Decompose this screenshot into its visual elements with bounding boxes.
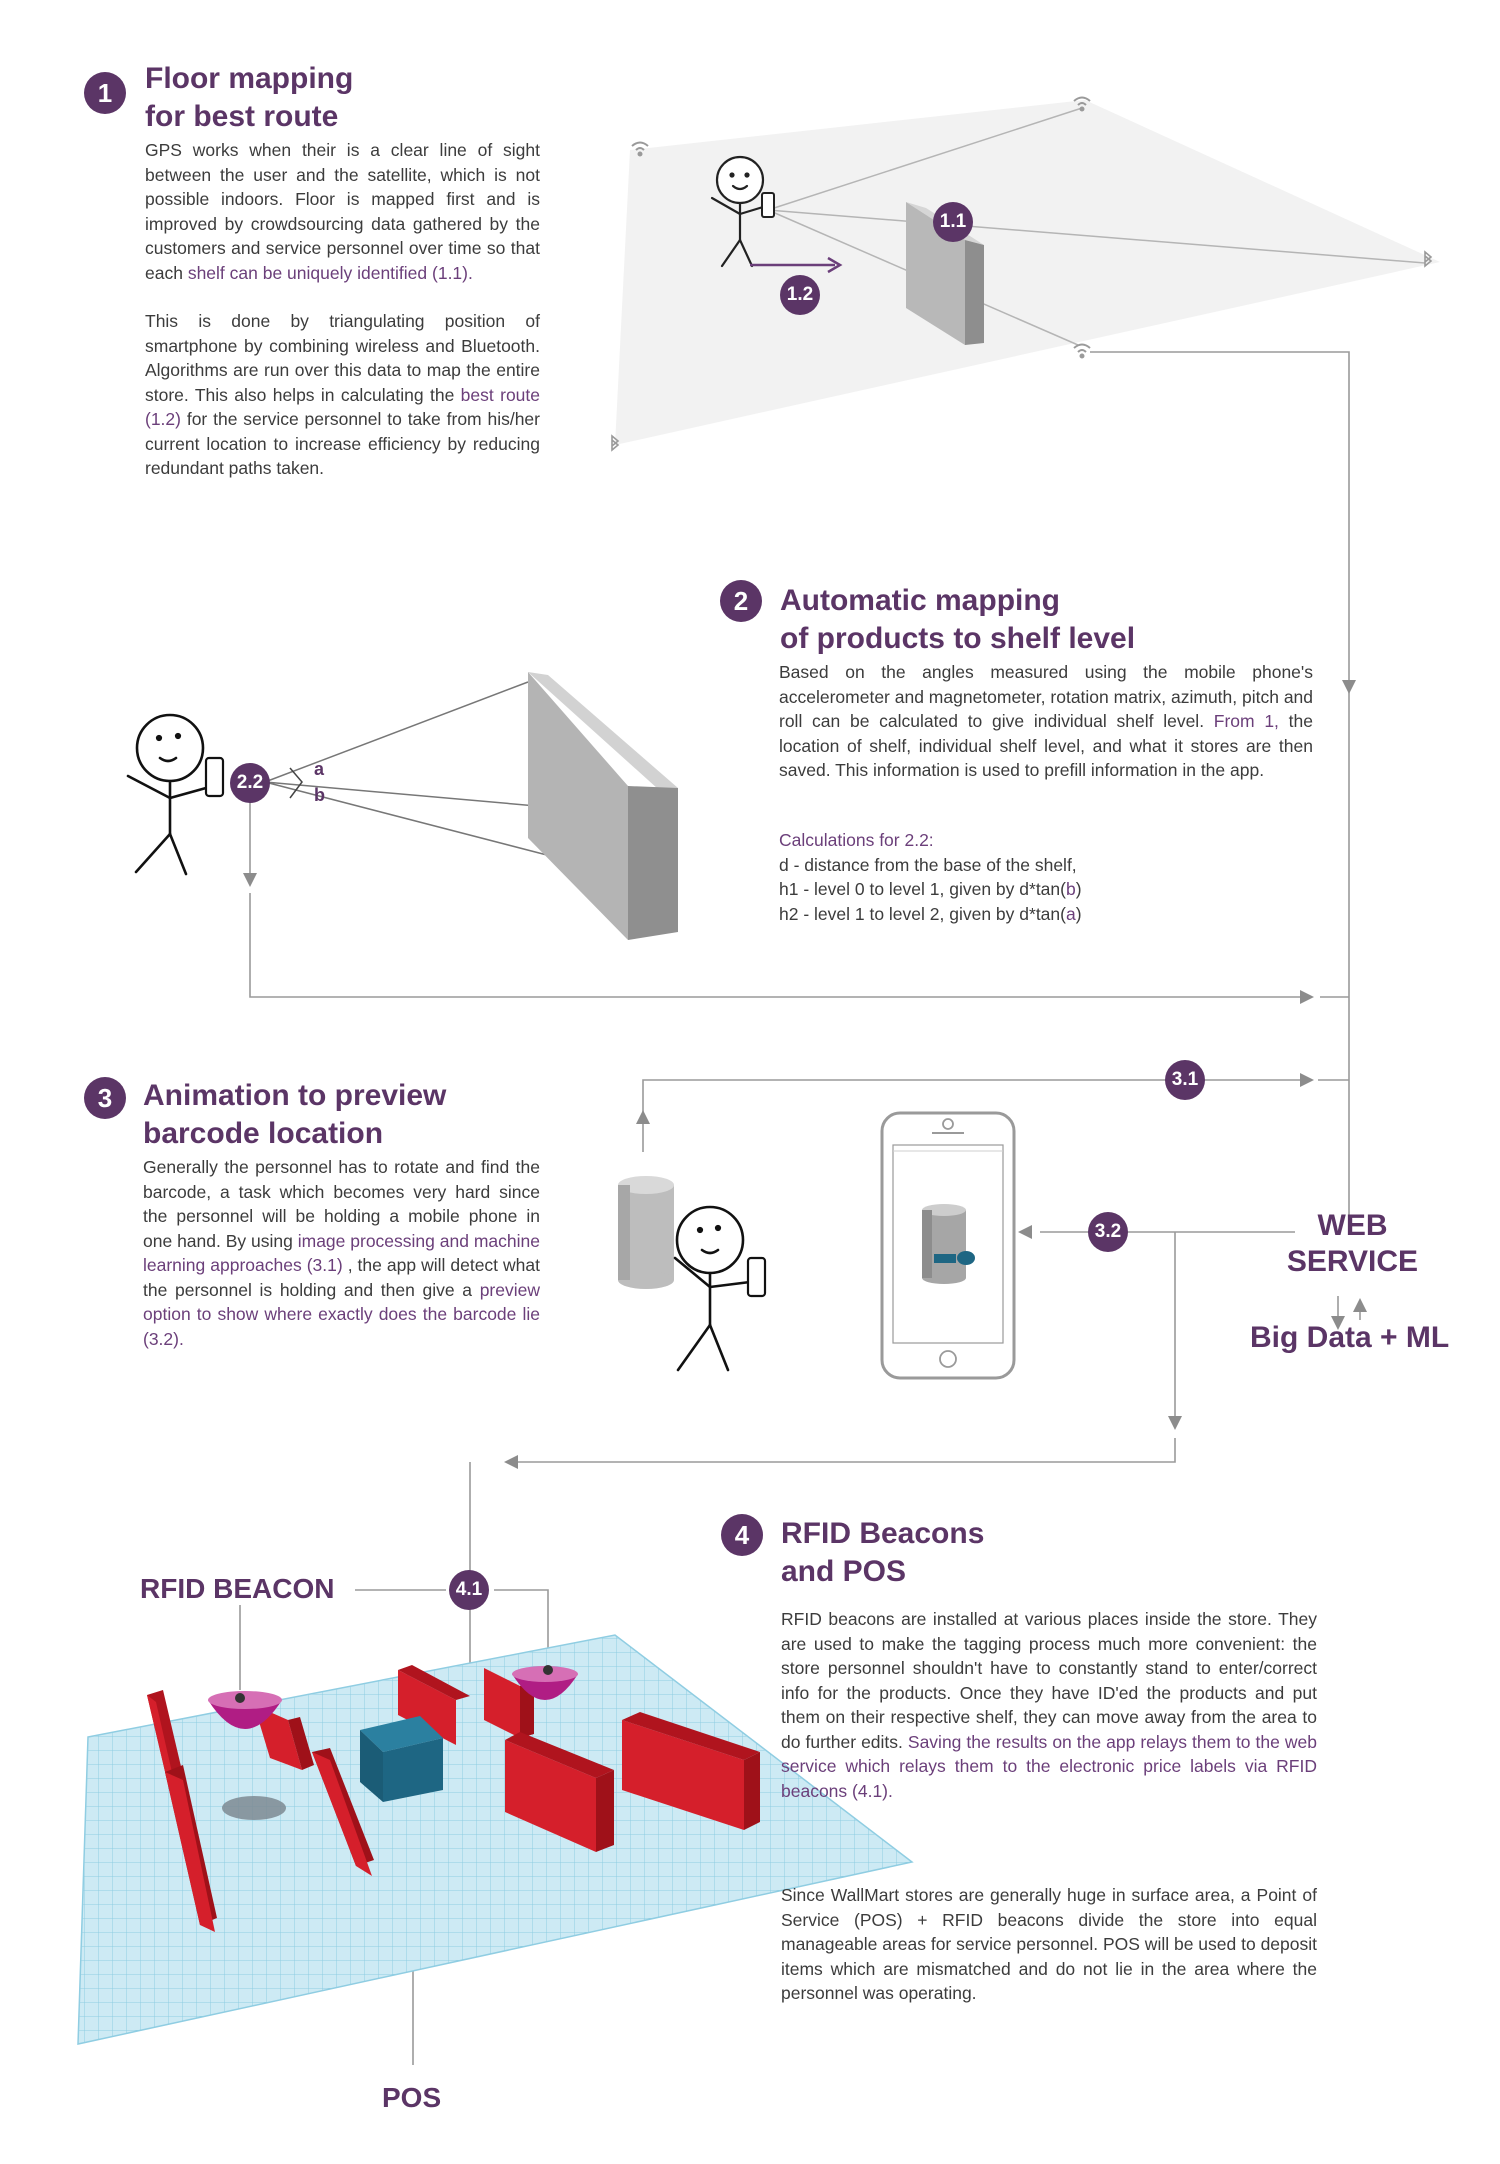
best-route-link: best route (1.2) [145, 384, 541, 430]
section-3-text: , the app will detect what the personnel… [143, 1255, 540, 1300]
pos-label: POS [382, 2082, 442, 2113]
section-2-text: the location of shelf, individual shelf … [779, 711, 1313, 780]
angle-a-label: a [314, 759, 325, 779]
section-1-paragraph-1: GPS works when their is a clear line of … [145, 138, 540, 285]
section-1-body: GPS works when their is a clear line of … [145, 138, 540, 505]
section-1-title-line1: Floor mapping [145, 62, 354, 95]
section-1-text: GPS works when their is a clear line of … [145, 140, 540, 283]
rfid-shelves [147, 1665, 760, 1932]
big-data-ml-label: Big Data + ML [1250, 1321, 1450, 1354]
phone-mockup [880, 1111, 1016, 1380]
section-1-highlight: shelf can be uniquely identified (1.1). [187, 262, 473, 283]
flow-arrowheads [243, 680, 1367, 1469]
floor-plane [615, 100, 1440, 445]
web-service-label: WEB SERVICE [1265, 1208, 1440, 1280]
badge-1-2: 1.2 [780, 275, 820, 315]
section-1-paragraph-2: This is done by triangulating position o… [145, 309, 540, 481]
section-4-title-line2: and POS [781, 1555, 907, 1588]
badge-1-1: 1.1 [933, 202, 973, 242]
section-1-number: 1 [84, 72, 126, 114]
phone-icon-3 [746, 1256, 767, 1298]
section-3-text: Generally the personnel has to rotate an… [143, 1157, 540, 1251]
beacon-shadow [222, 1796, 286, 1820]
section-4-paragraph-2: Since WallMart stores are generally huge… [781, 1885, 1317, 2003]
calculation-h1: h1 - level 0 to level 1, given by d*tan(… [779, 877, 1082, 902]
section-4-highlight: Saving the results on the app relays the… [781, 1731, 1317, 1801]
section-1-text: for the service personnel to take from h… [145, 409, 540, 478]
section-1-text: This is done by triangulating position o… [145, 311, 540, 405]
section-2-title-line2: of products to shelf level [780, 622, 1136, 655]
badge-3-1: 3.1 [1165, 1060, 1205, 1100]
section-4-title-line1: RFID Beacons [781, 1517, 985, 1550]
section-2-paragraph-1: Based on the angles measured using the m… [779, 660, 1313, 783]
section-3-title: Animation to preview barcode location [143, 1077, 663, 1153]
calc-angle: b [1065, 879, 1076, 899]
shelf-2 [528, 672, 678, 940]
angle-b-label: b [314, 785, 325, 805]
calc-angle: a [1065, 903, 1076, 924]
person-figure-2 [126, 713, 208, 876]
section-3-highlight-2: preview option to show where exactly doe… [143, 1279, 540, 1349]
section-2-title: Automatic mapping of products to shelf l… [780, 582, 1300, 658]
section-2-title-line1: Automatic mapping [780, 584, 1061, 617]
flow-lines [239, 351, 1361, 2065]
section-2-number: 2 [720, 580, 762, 622]
calc-text: h1 - level 0 to level 1, given by d*tan( [779, 879, 1066, 899]
phone-icon [761, 192, 775, 218]
web-service-line1: WEB [1317, 1209, 1388, 1242]
section-4-title: RFID Beacons and POS [781, 1515, 1301, 1591]
badge-4-1: 4.1 [449, 1570, 489, 1610]
calculations-title: Calculations for 2.2: [779, 830, 934, 850]
section-4-number: 4 [721, 1514, 763, 1556]
section-2-body: Based on the angles measured using the m… [779, 660, 1313, 807]
section-3-paragraph: Generally the personnel has to rotate an… [143, 1155, 540, 1351]
calc-text: ) [1075, 879, 1082, 899]
calc-text: h2 - level 1 to level 2, given by d*tan( [779, 903, 1066, 924]
calculations-block: Calculations for 2.2: d - distance from … [779, 828, 1082, 926]
calculation-h2: h2 - level 1 to level 2, given by d*tan(… [779, 902, 1082, 927]
section-3-title-line1: Animation to preview [143, 1079, 447, 1112]
calc-text: ) [1075, 903, 1082, 924]
section-4-body: RFID beacons are installed at various pl… [781, 1607, 1317, 2030]
pos-box [360, 1716, 443, 1802]
calculation-d: d - distance from the base of the shelf, [779, 854, 1077, 875]
rfid-beacon-label: RFID BEACON [140, 1573, 335, 1604]
web-service-line2: SERVICE [1286, 1245, 1419, 1278]
section-3-highlight-1: image processing and machine learning ap… [143, 1230, 540, 1276]
section-4-paragraph-1: RFID beacons are installed at various pl… [781, 1607, 1317, 1803]
badge-2-2: 2.2 [230, 763, 270, 803]
section-3-number: 3 [84, 1077, 126, 1119]
bluetooth-icon [611, 250, 1433, 452]
badge-3-2: 3.2 [1088, 1212, 1128, 1252]
phone-icon-2 [204, 756, 225, 798]
person-figure-1 [710, 155, 765, 268]
wifi-icon [631, 96, 1091, 359]
section-4-text: RFID beacons are installed at various pl… [781, 1609, 1317, 1752]
person-figure-3 [673, 1205, 752, 1372]
section-1-title: Floor mapping for best route [145, 60, 665, 136]
section-2-text: Based on the angles measured using the m… [779, 662, 1314, 731]
section-2-highlight: From 1, [1213, 711, 1279, 731]
rfid-beacon-2 [512, 1665, 578, 1700]
section-3-body: Generally the personnel has to rotate an… [143, 1155, 540, 1375]
rfid-beacon-1 [208, 1691, 282, 1729]
section-3-title-line2: barcode location [143, 1117, 384, 1150]
product-cylinder [618, 1176, 674, 1289]
section-1-title-line2: for best route [145, 100, 339, 133]
